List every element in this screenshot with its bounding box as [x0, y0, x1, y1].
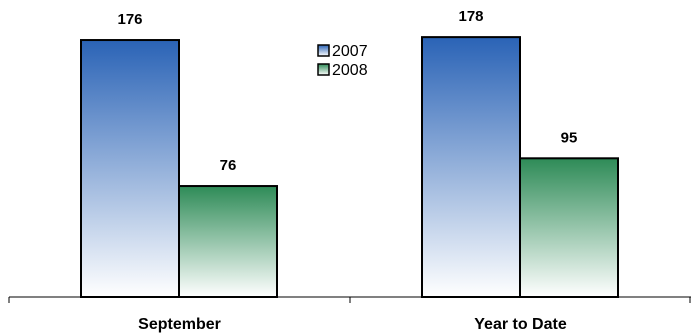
- bar-2008-year-to-date: [519, 157, 619, 298]
- value-label: 95: [561, 129, 578, 146]
- value-label: 176: [117, 11, 142, 28]
- bar-2007-year-to-date: [421, 36, 521, 299]
- legend: 2007 2008: [317, 43, 368, 79]
- value-label: 178: [458, 8, 483, 25]
- category-label: September: [138, 316, 221, 333]
- category-label: Year to Date: [474, 316, 567, 333]
- legend-swatch-2007: [317, 44, 330, 57]
- bar-2007-september: [80, 39, 180, 298]
- value-label: 76: [220, 157, 237, 174]
- legend-label-2008: 2008: [332, 62, 368, 79]
- legend-label-2007: 2007: [332, 43, 368, 60]
- bar-2008-september: [178, 185, 278, 298]
- bars-layer: 176 76 178 95: [80, 8, 619, 299]
- legend-swatch-2008: [317, 63, 330, 76]
- x-axis: September Year to Date: [8, 296, 691, 333]
